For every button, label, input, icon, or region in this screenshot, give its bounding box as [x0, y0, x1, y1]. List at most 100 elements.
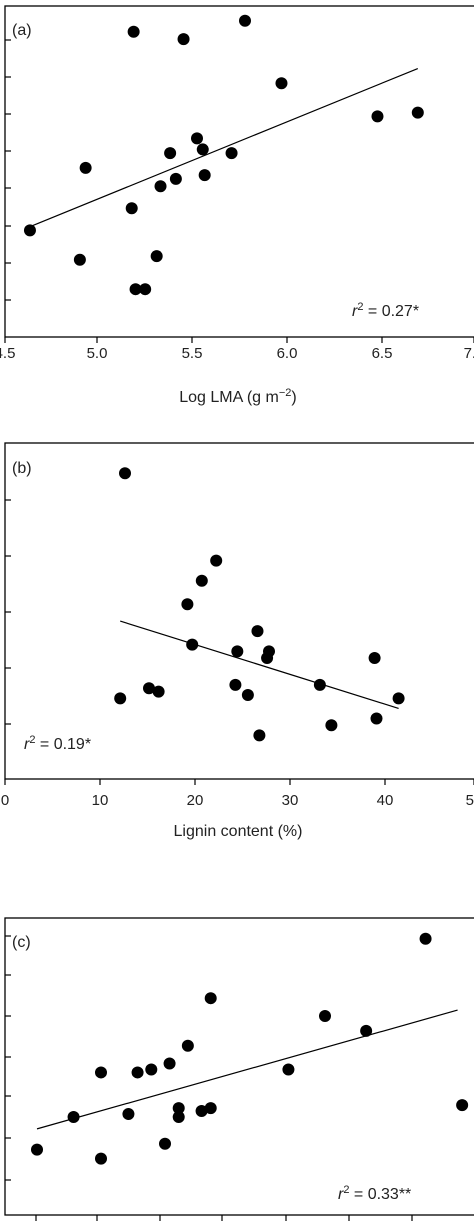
panel-a-data-point	[198, 169, 211, 182]
panel-c-data-point	[31, 1143, 43, 1156]
panel-c-data-point	[172, 1110, 185, 1123]
panel-a-data-point	[23, 224, 36, 237]
panel-b-frame	[4, 442, 474, 780]
panel-c: (c) r2 = 0.33**	[4, 917, 474, 1221]
panel-c-data-point	[456, 1099, 469, 1112]
panel-b-r2: r2 = 0.19*	[24, 734, 91, 753]
panel-a-data-point	[129, 283, 142, 296]
panel-b-y-ticks	[5, 499, 11, 725]
panel-b-x-axis-label: Lignin content (%)	[174, 823, 303, 840]
panel-a-x-axis-label: Log LMA (g m−2)	[179, 387, 296, 406]
panel-a-data-point	[275, 77, 288, 90]
panel-c-data-point	[319, 1010, 331, 1023]
panel-b-data-point	[195, 574, 208, 587]
panel-c-data-point	[163, 1057, 176, 1070]
panel-c-points	[31, 932, 469, 1165]
panel-c-data-point	[204, 992, 217, 1005]
panel-b-regression-line	[120, 620, 399, 710]
panel-b-data-point	[152, 685, 165, 698]
panel-a-data-point	[73, 253, 86, 266]
panel-a-data-point	[411, 106, 424, 119]
panel-b-data-point	[368, 652, 381, 665]
panel-b-x-ticks: 0 10 20 30 40 50	[1, 779, 474, 809]
panel-b-label: (b)	[12, 460, 32, 477]
panel-a-data-point	[177, 33, 190, 46]
panel-b-points	[114, 467, 405, 742]
panel-c-data-point	[131, 1066, 144, 1079]
panel-c-data-point	[145, 1063, 158, 1076]
panel-b-data-point	[241, 689, 254, 701]
panel-b-data-point	[119, 467, 131, 480]
panel-a-label: (a)	[12, 22, 32, 39]
panel-a-data-point	[125, 202, 138, 215]
panel-b-data-point	[313, 678, 326, 691]
panel-b-x-tick-label: 50	[466, 792, 474, 809]
panel-a-data-point	[127, 25, 140, 38]
panel-b-data-point	[251, 625, 264, 638]
panel-a-points	[23, 14, 424, 296]
panel-c-regression-line	[36, 1009, 458, 1130]
panel-a-data-point	[371, 110, 384, 123]
panel-b: 0 10 20 30 40 50 (b) r2 = 0.19* Lignin conten…	[1, 442, 474, 840]
panel-a-data-point	[154, 180, 167, 193]
panel-c-x-ticks	[35, 1215, 413, 1221]
panel-c-data-point	[360, 1024, 373, 1037]
panel-b-fit-line	[120, 620, 399, 710]
panel-b-data-point	[263, 645, 275, 658]
panel-b-data-point	[253, 729, 266, 742]
panel-a-data-point	[164, 147, 177, 160]
panel-a-x-ticks: 4.5 5.0 5.5 6.0 6.5 7.0	[0, 337, 474, 362]
panel-c-label: (c)	[12, 934, 31, 951]
panel-c-data-point	[172, 1102, 185, 1115]
panel-b-data-point	[370, 712, 383, 725]
panel-a: 4.5 5.0 5.5 6.0 6.5 7.0 (a) r2 = 0.27* Log LM…	[0, 5, 474, 406]
panel-a-data-point	[239, 14, 251, 27]
panel-b-x-tick-label: 10	[92, 792, 109, 809]
panel-c-frame	[4, 917, 474, 1216]
panel-c-data-point	[282, 1063, 295, 1076]
panel-b-data-point	[392, 692, 405, 705]
panel-b-data-point	[186, 638, 199, 651]
panel-b-x-tick-label: 20	[187, 792, 204, 809]
panel-a-data-point	[191, 132, 203, 145]
panel-b-data-point	[231, 645, 244, 658]
panel-c-y-ticks	[5, 935, 11, 1181]
panel-a-data-point	[139, 283, 152, 296]
panel-a-x-tick-label: 6.5	[372, 345, 393, 362]
panel-a-regression-line	[29, 67, 419, 228]
panel-b-x-tick-label: 30	[282, 792, 299, 809]
panel-a-x-tick-label: 7.0	[464, 345, 474, 362]
panel-a-data-point	[150, 250, 163, 263]
panel-b-data-point	[229, 678, 242, 691]
panel-a-data-point	[225, 147, 238, 160]
panel-a-r2: r2 = 0.27*	[352, 301, 419, 320]
panel-c-data-point	[419, 932, 432, 945]
panel-b-data-point	[181, 598, 194, 611]
panel-a-data-point	[169, 172, 182, 185]
panel-c-data-point	[95, 1066, 107, 1079]
panel-c-data-point	[204, 1102, 217, 1115]
panel-b-data-point	[210, 554, 223, 567]
panel-a-x-tick-label: 4.5	[0, 345, 15, 362]
panel-c-r2: r2 = 0.33**	[338, 1184, 411, 1203]
panel-b-data-point	[143, 682, 155, 695]
panel-c-data-point	[159, 1137, 171, 1150]
panel-a-x-tick-label: 5.0	[87, 345, 108, 362]
panel-a-fit-line	[29, 67, 419, 228]
panel-a-data-point	[79, 161, 92, 174]
panel-a-y-ticks	[5, 39, 11, 301]
panel-c-data-point	[67, 1110, 80, 1123]
panel-a-x-tick-label: 6.0	[277, 345, 298, 362]
panel-b-x-tick-label: 40	[377, 792, 394, 809]
panel-c-data-point	[122, 1108, 135, 1121]
panel-c-data-point	[95, 1152, 107, 1165]
panel-b-data-point	[325, 719, 338, 732]
panel-a-x-tick-label: 5.5	[182, 345, 203, 362]
panel-c-data-point	[195, 1105, 208, 1118]
panel-a-data-point	[196, 143, 209, 156]
panel-c-data-point	[181, 1039, 194, 1052]
panel-a-frame	[4, 5, 474, 338]
panel-b-x-tick-label: 0	[1, 792, 9, 809]
panel-c-fit-line	[36, 1009, 458, 1130]
